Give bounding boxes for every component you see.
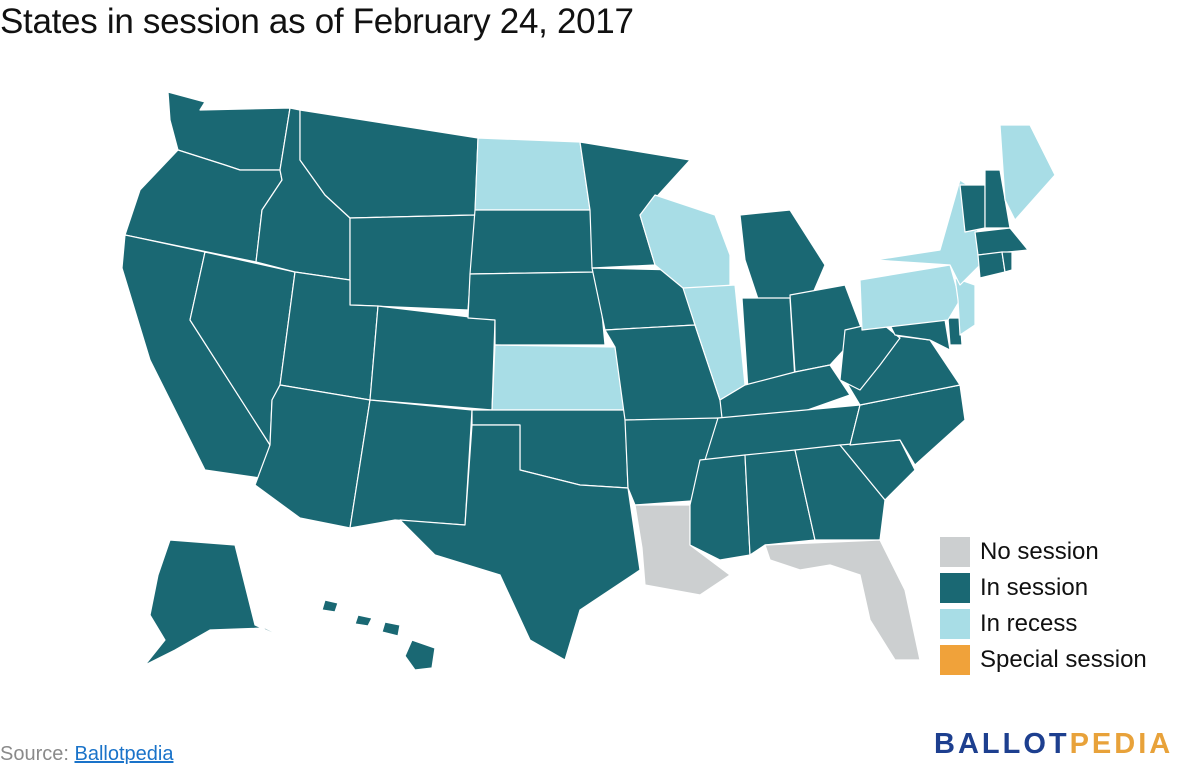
state-nd [474, 137, 591, 211]
legend-label: Special session [980, 646, 1147, 673]
map-title: States in session as of February 24, 201… [0, 2, 634, 41]
state-ga [794, 444, 886, 541]
source-credit: Source: Ballotpedia [0, 743, 173, 766]
state-hi [381, 621, 401, 637]
state-pa [859, 264, 961, 331]
state-nj [954, 277, 976, 336]
state-ct [977, 251, 1006, 279]
legend-swatch [940, 645, 970, 675]
state-hi [354, 614, 373, 627]
state-wy [349, 214, 476, 311]
legend-label: No session [980, 538, 1099, 565]
ballotpedia-logo: BALLOTPEDIA [934, 728, 1173, 761]
legend-item-in-recess: In recess [940, 606, 1147, 642]
state-fl [764, 539, 921, 661]
state-ma [974, 227, 1029, 256]
state-hi [321, 599, 339, 613]
source-link[interactable]: Ballotpedia [74, 743, 174, 765]
logo-part-pedia: PEDIA [1069, 728, 1174, 760]
state-de [947, 317, 963, 346]
state-nm [349, 399, 473, 529]
legend-item-no-session: No session [940, 534, 1147, 570]
legend-label: In recess [980, 610, 1078, 637]
legend-swatch [940, 609, 970, 639]
state-me [999, 124, 1056, 221]
legend-swatch [940, 573, 970, 603]
source-prefix: Source: [0, 743, 75, 765]
legend-item-special-session: Special session [940, 642, 1147, 678]
state-co [369, 305, 496, 411]
states-group [121, 91, 1056, 671]
state-al [744, 449, 816, 556]
state-tx [399, 424, 641, 661]
state-ak [144, 539, 306, 666]
state-vt [959, 184, 986, 233]
logo-part-ballot: BALLOT [934, 728, 1070, 760]
state-hi [404, 639, 436, 671]
legend-item-in-session: In session [940, 570, 1147, 606]
state-sd [469, 209, 599, 275]
state-ms [689, 454, 751, 561]
state-ks [491, 344, 626, 411]
legend-label: In session [980, 574, 1089, 601]
legend-swatch [940, 537, 970, 567]
state-ri [1001, 251, 1013, 273]
legend: No session In session In recess Special … [940, 534, 1147, 678]
